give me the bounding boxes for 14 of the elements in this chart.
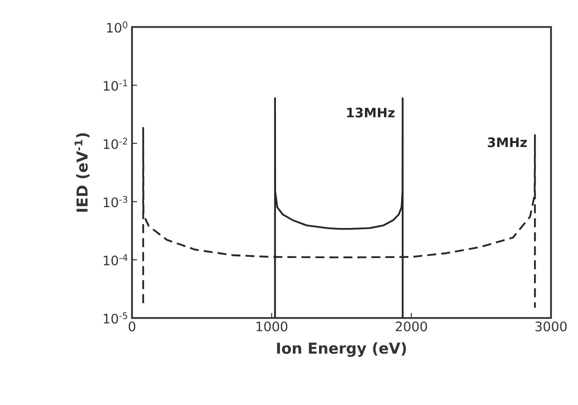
series-label: 13MHz [347,108,395,118]
x-tick-label: 2000 [396,322,427,332]
y-tick-label: 10$^{-4}$ [104,254,128,266]
x-tick-label: 0 [128,322,136,332]
x-tick-label: 3000 [535,322,567,332]
y-tick-label: 10$^{-3}$ [104,196,128,208]
y-tick-label: 10$^{-2}$ [104,138,128,150]
y-tick-label: 10$^{0}$ [107,21,128,33]
y-tick-label: 10$^{-1}$ [104,80,128,91]
y-tick-label: 10$^{-5}$ [104,312,128,324]
x-axis-title: Ion Energy (eV) [277,342,406,357]
x-tick-label: 1000 [256,322,288,332]
series-label: 3MHz [488,137,527,148]
y-axis-title: IED (eV$^{-1}$) [74,133,90,212]
